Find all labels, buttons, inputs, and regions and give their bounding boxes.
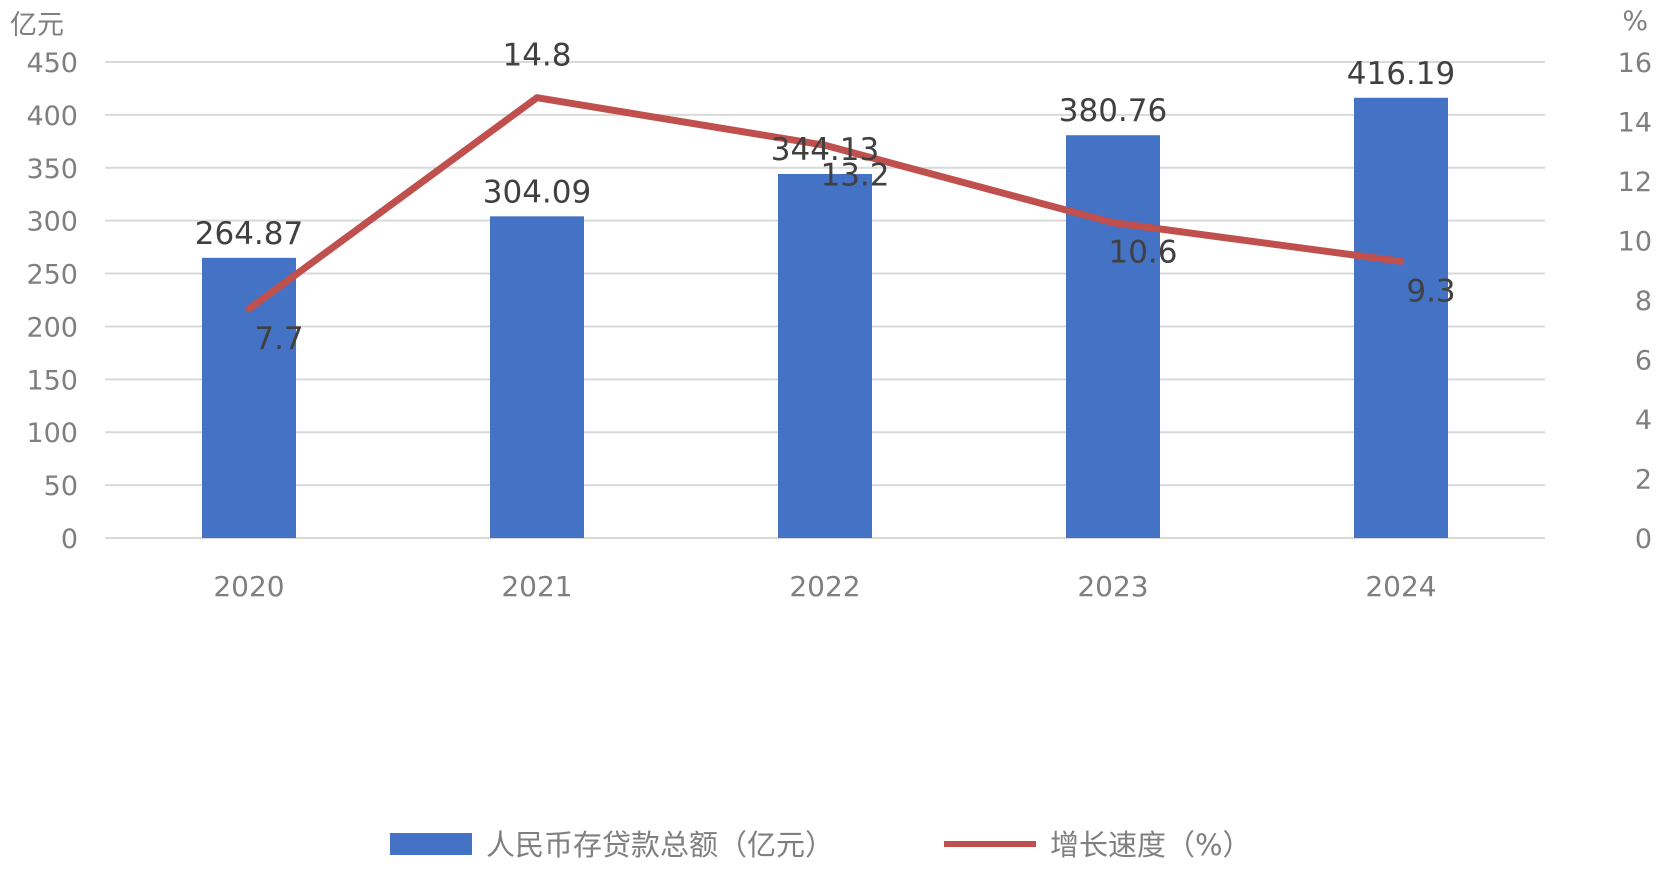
bar-data-label: 304.09: [483, 174, 591, 210]
legend-line-label: 增长速度（%）: [1050, 828, 1252, 862]
bar-data-label: 416.19: [1347, 56, 1455, 92]
left-tick-label: 200: [26, 312, 78, 343]
x-category-label: 2023: [1077, 570, 1148, 603]
left-tick-label: 100: [26, 418, 78, 449]
bar: [490, 216, 584, 538]
x-category-label: 2022: [789, 570, 860, 603]
line-data-label: 9.3: [1406, 273, 1455, 309]
right-axis-ticks: 0 2 4 6 8 10 12 14 16: [1618, 48, 1652, 555]
right-tick-label: 16: [1618, 48, 1652, 79]
left-tick-label: 300: [26, 207, 78, 238]
left-tick-label: 0: [61, 524, 78, 555]
right-tick-label: 14: [1618, 108, 1652, 139]
line-point: [533, 94, 541, 102]
line-data-label: 10.6: [1108, 235, 1177, 271]
right-tick-label: 10: [1618, 227, 1652, 258]
x-category-label: 2024: [1365, 570, 1436, 603]
line-point: [1109, 219, 1117, 227]
legend: 人民币存贷款总额（亿元） 增长速度（%）: [390, 828, 1252, 862]
bar: [202, 257, 296, 538]
bar: [1066, 135, 1160, 538]
left-tick-label: 150: [26, 365, 78, 396]
right-tick-label: 4: [1635, 405, 1652, 436]
left-tick-label: 450: [26, 48, 78, 79]
bar: [1354, 97, 1448, 539]
left-axis-ticks: 0 50 100 150 200 250 300 350 400 450: [26, 48, 78, 555]
line-series: [245, 94, 1405, 313]
x-category-label: 2021: [501, 570, 572, 603]
line-point: [1397, 257, 1405, 265]
right-tick-label: 12: [1618, 167, 1652, 198]
bar-data-label: 264.87: [195, 216, 303, 252]
right-tick-label: 2: [1635, 465, 1652, 496]
line-point: [821, 141, 829, 149]
bar-series: [202, 97, 1448, 539]
bar-data-label: 380.76: [1059, 93, 1167, 129]
left-tick-label: 50: [44, 471, 78, 502]
bar: [778, 173, 872, 538]
right-tick-label: 0: [1635, 524, 1652, 555]
left-tick-label: 350: [26, 154, 78, 185]
x-category-label: 2020: [213, 570, 284, 603]
left-axis-unit: 亿元: [10, 10, 64, 41]
legend-bar-label: 人民币存贷款总额（亿元）: [486, 828, 834, 862]
left-tick-label: 250: [26, 260, 78, 291]
legend-bar-swatch: [390, 833, 472, 855]
bar-data-label: 344.13: [771, 132, 879, 168]
right-axis-unit: %: [1622, 6, 1648, 37]
right-tick-label: 8: [1635, 286, 1652, 317]
line-data-label: 7.7: [254, 321, 303, 357]
x-axis-categories: 2020 2021 2022 2023 2024: [213, 570, 1436, 603]
left-tick-label: 400: [26, 101, 78, 132]
line-point: [245, 305, 253, 313]
data-labels: 264.87 304.09 344.13 380.76 416.19 7.7 14.8 13.…: [195, 38, 1456, 357]
right-tick-label: 6: [1635, 346, 1652, 377]
line-data-label: 13.2: [820, 157, 889, 193]
line-data-label: 14.8: [502, 38, 571, 74]
